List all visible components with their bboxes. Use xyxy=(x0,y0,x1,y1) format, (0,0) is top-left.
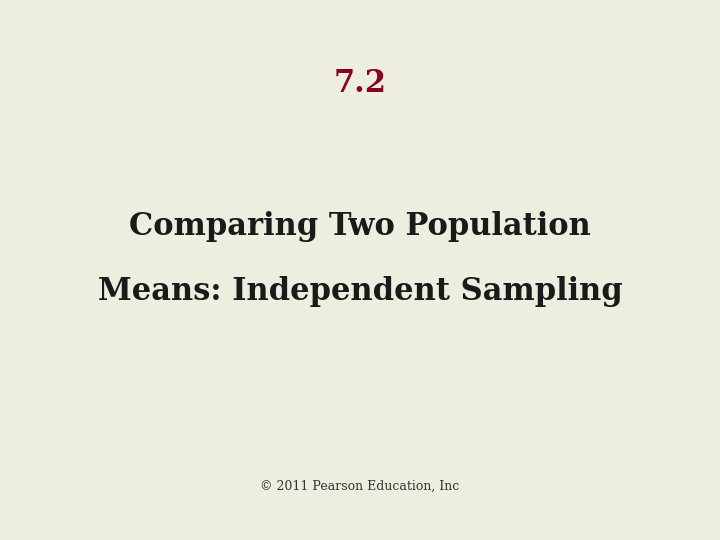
Text: © 2011 Pearson Education, Inc: © 2011 Pearson Education, Inc xyxy=(261,480,459,492)
Text: Comparing Two Population: Comparing Two Population xyxy=(129,211,591,242)
Text: Means: Independent Sampling: Means: Independent Sampling xyxy=(98,276,622,307)
Text: 7.2: 7.2 xyxy=(333,68,387,99)
